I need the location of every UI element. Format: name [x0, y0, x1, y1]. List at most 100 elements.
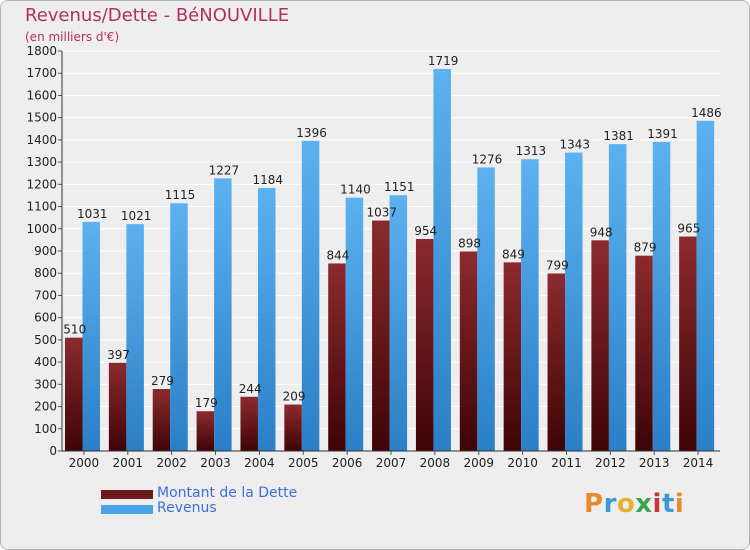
y-tick-label: 500 [34, 333, 57, 347]
value-label-revenue: 1381 [603, 129, 634, 143]
value-label-debt: 244 [239, 382, 262, 396]
bar-debt [679, 236, 697, 451]
x-tick-label: 2001 [113, 456, 144, 470]
y-tick-label: 1500 [26, 111, 57, 125]
bar-revenue [477, 167, 495, 451]
legend-swatch-debt [101, 490, 153, 499]
value-label-debt: 965 [677, 222, 700, 236]
value-label-revenue: 1031 [77, 207, 108, 221]
value-label-revenue: 1396 [296, 126, 327, 140]
value-label-debt: 954 [414, 224, 437, 238]
y-tick-label: 100 [34, 422, 57, 436]
x-tick-label: 2010 [507, 456, 538, 470]
y-tick-label: 700 [34, 288, 57, 302]
y-tick-label: 1000 [26, 222, 57, 236]
bar-debt [108, 362, 127, 451]
x-tick-label: 2006 [332, 456, 363, 470]
y-tick-label: 1300 [26, 155, 57, 169]
bar-debt [152, 389, 171, 451]
value-label-revenue: 1184 [252, 173, 283, 187]
axes: 0 100 200 300 400 500 600 700 800 900 1000 1100 1200… [26, 44, 720, 470]
y-tick-label: 800 [34, 266, 57, 280]
value-label-revenue: 1021 [121, 209, 152, 223]
y-tick-label: 600 [34, 311, 57, 325]
y-tick-label: 1400 [26, 133, 57, 147]
bar-debt [415, 239, 434, 451]
value-label-debt: 179 [195, 396, 218, 410]
y-tick-label: 400 [34, 355, 57, 369]
x-tick-label: 2013 [639, 456, 670, 470]
legend-label-revenue: Revenus [157, 500, 217, 516]
bar-revenue [565, 152, 583, 452]
value-labels: 510 1031 397 1021 279 1115 179 1227 244 1184 209 13… [63, 54, 721, 410]
value-label-revenue: 1391 [647, 127, 678, 141]
bar-revenue [345, 197, 364, 451]
value-label-revenue: 1140 [340, 183, 371, 197]
y-tick-label: 1100 [26, 200, 57, 214]
value-label-revenue: 1151 [384, 180, 415, 194]
value-label-debt: 510 [63, 323, 86, 337]
y-tick-label: 1600 [26, 88, 57, 102]
value-label-debt: 279 [151, 374, 174, 388]
bar-revenue [389, 195, 408, 451]
bar-debt [547, 273, 566, 451]
x-tick-label: 2003 [200, 456, 231, 470]
value-label-revenue: 1276 [472, 152, 503, 166]
bar-revenue [608, 144, 627, 451]
chart-subtitle: (en milliers d'€) [25, 30, 120, 44]
bar-debt [328, 263, 346, 451]
x-tick-label: 2000 [69, 456, 100, 470]
value-label-revenue: 1343 [560, 138, 591, 152]
value-label-revenue: 1227 [209, 163, 240, 177]
bar-debt [503, 262, 522, 451]
bar-debt [284, 404, 302, 451]
bar-revenue [696, 120, 715, 452]
bar-debt [372, 220, 390, 451]
bar-revenue [82, 221, 100, 451]
chart-title: Revenus/Dette - BéNOUVILLE [25, 5, 290, 26]
bar-revenue [126, 224, 144, 451]
x-tick-label: 2007 [376, 456, 407, 470]
bar-debt [240, 396, 258, 451]
value-label-debt: 879 [634, 241, 657, 255]
x-tick-label: 2014 [683, 456, 714, 470]
value-label-debt: 844 [326, 248, 349, 262]
x-tick-label: 2012 [595, 456, 626, 470]
legend-label-debt: Montant de la Dette [157, 485, 298, 501]
y-tick-label: 1200 [26, 177, 57, 191]
x-tick-label: 2008 [420, 456, 451, 470]
value-label-debt: 898 [458, 236, 481, 250]
value-label-debt: 948 [590, 225, 613, 239]
value-label-debt: 799 [546, 258, 569, 272]
x-tick-label: 2009 [463, 456, 494, 470]
y-tick-label: 200 [34, 400, 57, 414]
legend-swatch-revenue [101, 505, 153, 514]
x-tick-label: 2011 [551, 456, 582, 470]
bar-revenue [652, 141, 671, 451]
bar-debt [459, 251, 478, 451]
bar-debt [196, 411, 215, 451]
bar-revenue [257, 187, 276, 451]
y-tick-label: 900 [34, 244, 57, 258]
bar-debt [591, 240, 609, 451]
bar-debt [65, 337, 83, 451]
y-tick-label: 0 [49, 444, 57, 458]
proxiti-logo: Proxiti [584, 489, 685, 519]
bar-revenue [521, 159, 539, 451]
y-tick-label: 1700 [26, 66, 57, 80]
y-tick-label: 1800 [26, 44, 57, 58]
value-label-revenue: 1719 [428, 54, 459, 68]
value-label-debt: 849 [502, 247, 525, 261]
value-label-revenue: 1313 [516, 144, 547, 158]
bars [65, 69, 715, 452]
x-tick-label: 2005 [288, 456, 319, 470]
x-tick-label: 2002 [156, 456, 187, 470]
value-label-revenue: 1115 [165, 188, 196, 202]
x-tick-label: 2004 [244, 456, 275, 470]
bar-debt [635, 255, 653, 451]
value-label-debt: 1037 [367, 206, 398, 220]
value-label-debt: 397 [107, 348, 130, 362]
bar-revenue [433, 69, 451, 451]
